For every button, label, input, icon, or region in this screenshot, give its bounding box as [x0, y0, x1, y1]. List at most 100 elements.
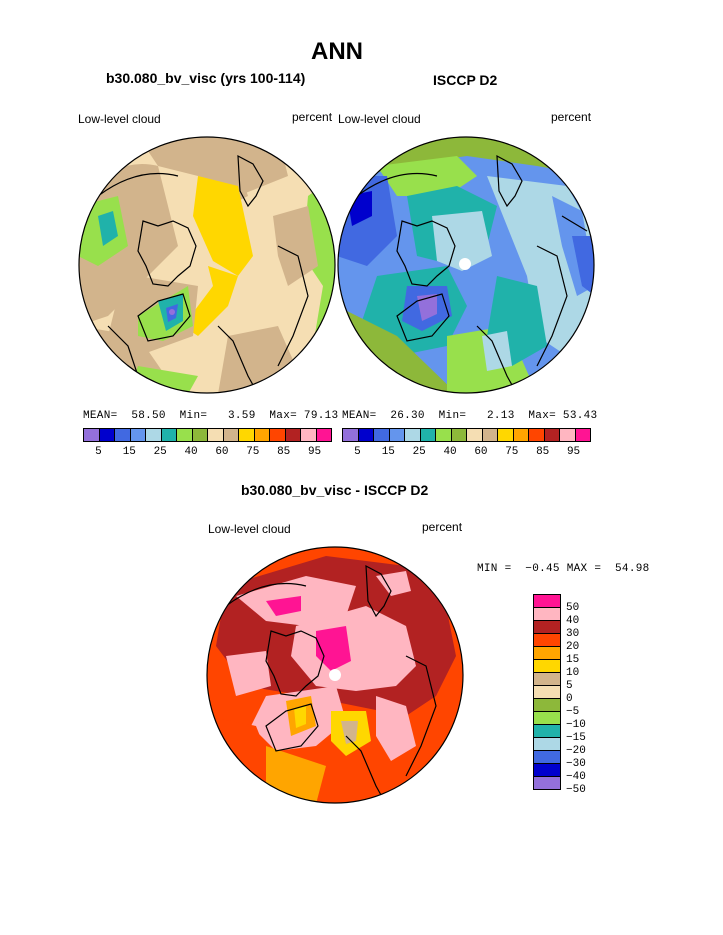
right-variable-label: Low-level cloud: [338, 112, 421, 126]
colorbar-left-ticks: 5 15 25 40 60 75 85 95: [83, 446, 330, 460]
right-mean-value: 26.30: [390, 410, 425, 422]
map-right-polar: [337, 136, 595, 394]
colorbar-swatch: [192, 429, 208, 441]
colorbar-right-ticks: 5 15 25 40 60 75 85 95: [342, 446, 589, 460]
colorbar-swatch: [254, 429, 270, 441]
colorbar-tick-label: 60: [474, 446, 488, 458]
colorbar-tick-label: 85: [536, 446, 550, 458]
left-mean-value: 58.50: [131, 410, 166, 422]
colorbar-tick-label: 60: [215, 446, 229, 458]
colorbar-tick-label: 50: [566, 601, 580, 614]
left-min-label: Min=: [179, 410, 208, 422]
right-min-value: 2.13: [486, 410, 515, 422]
colorbar-swatch: [301, 429, 317, 441]
colorbar-tick-label: 95: [566, 446, 581, 458]
colorbar-tick-label: 40: [443, 446, 457, 458]
colorbar-tick-label: 15: [566, 653, 580, 666]
left-min-value: 3.59: [227, 410, 256, 422]
right-units-label: percent: [551, 110, 592, 124]
colorbar-swatch: [239, 429, 255, 441]
colorbar-swatch: [513, 429, 529, 441]
colorbar-swatch: [544, 429, 560, 441]
colorbar-tick-label: 15: [122, 446, 136, 458]
colorbar-tick-label: 25: [153, 446, 167, 458]
colorbar-tick-label: 20: [566, 640, 580, 653]
colorbar-swatch: [534, 595, 560, 608]
colorbar-swatch: [374, 429, 390, 441]
colorbar-swatch: [482, 429, 498, 441]
colorbar-swatch: [534, 777, 560, 789]
colorbar-tick-label: 75: [246, 446, 260, 458]
colorbar-tick-label: 0: [566, 692, 573, 705]
colorbar-tick-label: −30: [566, 757, 586, 770]
colorbar-tick-label: −15: [566, 731, 586, 744]
left-units-label: percent: [292, 110, 333, 124]
colorbar-swatch: [467, 429, 483, 441]
right-stats: MEAN= 26.30 Min= 2.13 Max= 53.43: [342, 410, 597, 422]
colorbar-tick-label: 30: [566, 627, 580, 640]
colorbar-swatch: [534, 608, 560, 621]
model-heading: b30.080_bv_visc (yrs 100-114): [106, 70, 306, 86]
colorbar-swatch: [534, 634, 560, 647]
colorbar-tick-label: 85: [277, 446, 291, 458]
colorbar-right: [342, 428, 591, 442]
colorbar-left: [83, 428, 332, 442]
colorbar-swatch: [177, 429, 193, 441]
colorbar-swatch: [146, 429, 162, 441]
colorbar-swatch: [223, 429, 239, 441]
diff-variable-label: Low-level cloud: [208, 522, 291, 536]
map-left-polar: [78, 136, 336, 394]
colorbar-swatch: [84, 429, 100, 441]
colorbar-tick-label: 40: [184, 446, 198, 458]
right-min-label: Min=: [438, 410, 467, 422]
colorbar-swatch: [130, 429, 146, 441]
left-max-label: Max=: [269, 410, 298, 422]
page-title: ANN: [311, 38, 363, 65]
colorbar-tick-label: 5: [354, 446, 361, 458]
colorbar-swatch: [99, 429, 115, 441]
left-max-value: 79.13: [303, 410, 339, 422]
colorbar-tick-label: 95: [307, 446, 322, 458]
colorbar-swatch: [534, 764, 560, 777]
colorbar-swatch: [343, 429, 359, 441]
colorbar-swatch: [534, 660, 560, 673]
colorbar-swatch: [436, 429, 452, 441]
colorbar-tick-label: 5: [566, 679, 573, 692]
colorbar-swatch: [270, 429, 286, 441]
colorbar-swatch: [534, 738, 560, 751]
colorbar-swatch: [285, 429, 301, 441]
colorbar-tick-label: 15: [381, 446, 395, 458]
colorbar-swatch: [208, 429, 224, 441]
obs-heading: ISCCP D2: [433, 72, 498, 88]
colorbar-swatch: [420, 429, 436, 441]
right-mean-label: MEAN=: [342, 410, 377, 422]
colorbar-swatch: [389, 429, 405, 441]
colorbar-tick-label: 5: [95, 446, 102, 458]
map-difference-polar: [206, 546, 464, 804]
colorbar-swatch: [358, 429, 374, 441]
colorbar-swatch: [529, 429, 545, 441]
colorbar-tick-label: 40: [566, 614, 580, 627]
colorbar-difference: [533, 594, 561, 790]
diff-units-label: percent: [422, 520, 463, 534]
colorbar-swatch: [534, 751, 560, 764]
left-stats: MEAN= 58.50 Min= 3.59 Max= 79.13: [83, 410, 338, 422]
colorbar-tick-label: −5: [566, 705, 580, 718]
left-variable-label: Low-level cloud: [78, 112, 161, 126]
colorbar-tick-label: −40: [566, 770, 586, 783]
right-max-value: 53.43: [562, 410, 598, 422]
diff-heading: b30.080_bv_visc - ISCCP D2: [241, 482, 429, 498]
colorbar-swatch: [534, 686, 560, 699]
colorbar-swatch: [451, 429, 467, 441]
colorbar-swatch: [534, 621, 560, 634]
colorbar-tick-label: 75: [505, 446, 519, 458]
colorbar-tick-label: 10: [566, 666, 580, 679]
colorbar-swatch: [405, 429, 421, 441]
colorbar-swatch: [316, 429, 331, 441]
colorbar-swatch: [560, 429, 576, 441]
colorbar-swatch: [534, 712, 560, 725]
colorbar-tick-label: −10: [566, 718, 586, 731]
colorbar-tick-label: −50: [566, 783, 586, 796]
colorbar-swatch: [534, 647, 560, 660]
right-max-label: Max=: [528, 410, 557, 422]
